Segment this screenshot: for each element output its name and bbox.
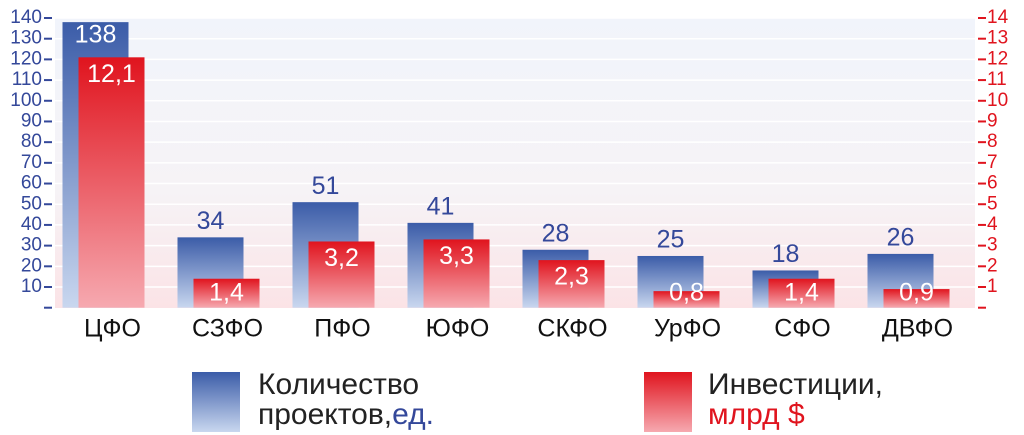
x-tick-label: СФО [774, 314, 831, 342]
y2-tick-label: 4 [987, 214, 998, 235]
x-tick-label: УрФО [654, 314, 721, 342]
value-label: 41 [427, 192, 455, 220]
y-tick-label: 10 [21, 276, 42, 297]
x-tick-label: СЗФО [192, 314, 263, 342]
value-label: 51 [312, 172, 340, 200]
bar [78, 57, 145, 308]
y-tick-label: 80 [21, 131, 42, 152]
value-label: 26 [887, 224, 915, 252]
y-tick-label: 90 [21, 110, 42, 131]
bar [193, 278, 260, 308]
y-tick-label: 100 [10, 90, 42, 111]
bar [308, 241, 375, 308]
legend-label: проектов, [258, 398, 392, 431]
x-tick-label: ЮФО [426, 314, 490, 342]
legend-unit: ед. [392, 398, 434, 431]
y-tick-label: 50 [21, 193, 42, 214]
x-tick-label: СКФО [537, 314, 607, 342]
y2-tick-label: 3 [987, 235, 998, 256]
legend-swatch [644, 372, 692, 432]
value-label: 34 [197, 207, 225, 235]
y2-tick-label: 5 [987, 193, 998, 214]
y-tick-label: 110 [12, 69, 42, 90]
x-tick-label: ПФО [314, 314, 370, 342]
value-label: 25 [657, 226, 685, 254]
y-tick-label: 70 [21, 152, 42, 173]
y-tick-label: 120 [10, 48, 42, 69]
value-label: 138 [75, 21, 117, 49]
y2-tick-label: 9 [987, 110, 998, 131]
value-label: 0,9 [899, 278, 934, 306]
y2-tick-label: 14 [987, 7, 1009, 28]
value-label: 2,3 [554, 263, 589, 291]
y-tick-label: 60 [21, 173, 42, 194]
y2-tick-label: 12 [987, 48, 1008, 69]
legend-label: Инвестиции, [708, 368, 883, 401]
bar [883, 289, 950, 308]
value-label: 28 [542, 219, 570, 247]
y2-tick-label: 13 [987, 28, 1008, 49]
value-label: 3,2 [324, 244, 359, 272]
bar [768, 278, 835, 308]
y2-tick-label: 7 [987, 152, 998, 173]
y2-tick-label: 1 [987, 276, 998, 297]
y2-tick-label: 8 [987, 131, 998, 152]
legend-label: Количество [258, 368, 419, 401]
value-label: 18 [772, 240, 800, 268]
legend-label: проектов,ед. [258, 398, 434, 431]
y-tick-label: 140 [10, 7, 42, 28]
y-tick-label: 130 [10, 28, 42, 49]
value-label: 1,4 [784, 278, 819, 306]
bar [653, 291, 720, 308]
y2-tick-label: 11 [987, 69, 1007, 90]
value-label: 0,8 [669, 278, 704, 306]
legend-swatch [192, 372, 240, 432]
y2-tick-label: 10 [987, 90, 1008, 111]
x-tick-label: ЦФО [84, 314, 141, 342]
value-label: 1,4 [209, 278, 244, 306]
y-tick-label: 40 [21, 214, 42, 235]
legend-unit: млрд $ [708, 398, 805, 431]
x-tick-label: ДВФО [882, 314, 953, 342]
bar [538, 260, 605, 308]
value-label: 12,1 [87, 60, 136, 88]
y-tick-label: 30 [21, 235, 42, 256]
y2-tick-label: 6 [987, 173, 998, 194]
bar [423, 239, 490, 308]
legend: Количество проектов,ед. Инвестиции, млрд… [192, 368, 883, 432]
y2-tick-label: 2 [987, 255, 998, 276]
y-tick-label: 20 [21, 255, 42, 276]
value-label: 3,3 [439, 242, 474, 270]
